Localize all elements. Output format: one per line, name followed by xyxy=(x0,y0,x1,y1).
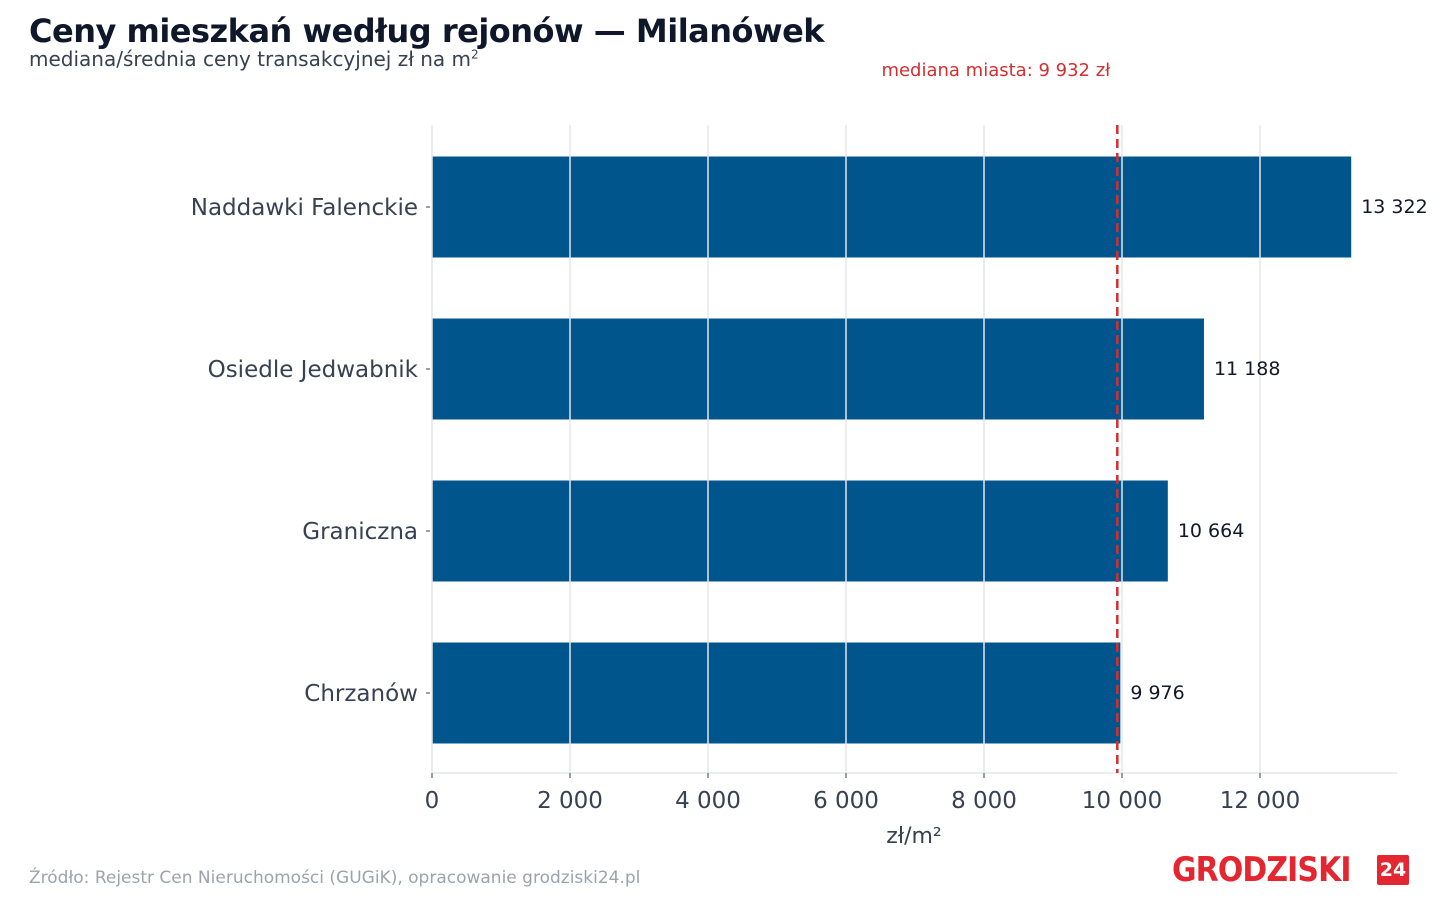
value-label: 11 188 xyxy=(1214,358,1280,380)
chart-subtitle: mediana/średnia ceny transakcyjnej zł na… xyxy=(29,47,479,71)
x-tick-label: 8 000 xyxy=(951,788,1017,814)
x-tick-label: 12 000 xyxy=(1220,788,1300,814)
subtitle-text: mediana/średnia ceny transakcyjnej zł na… xyxy=(29,47,472,71)
category-label: Osiedle Jedwabnik xyxy=(208,357,419,383)
x-tick-label: 2 000 xyxy=(537,788,603,814)
x-axis-label: zł/m² xyxy=(886,824,941,849)
brand-logo: GRODZISKI 24 xyxy=(1172,850,1409,890)
logo-badge: 24 xyxy=(1377,855,1409,885)
x-tick-label: 4 000 xyxy=(675,788,741,814)
source-note: Źródło: Rejestr Cen Nieruchomości (GUGiK… xyxy=(29,868,641,888)
subtitle-superscript: 2 xyxy=(471,47,479,62)
bar xyxy=(432,480,1168,582)
value-label: 9 976 xyxy=(1130,682,1184,704)
category-label: Chrzanów xyxy=(304,681,418,707)
category-label: Naddawki Falenckie xyxy=(191,195,418,221)
category-label: Graniczna xyxy=(302,519,418,545)
value-label: 13 322 xyxy=(1361,196,1427,218)
x-tick-label: 6 000 xyxy=(813,788,879,814)
x-tick-label: 0 xyxy=(425,788,440,814)
bar xyxy=(432,642,1121,744)
median-reference-label: mediana miasta: 9 932 zł xyxy=(881,60,1111,81)
bar xyxy=(432,156,1352,258)
x-tick-label: 10 000 xyxy=(1082,788,1162,814)
chart-title: Ceny mieszkań według rejonów — Milanówek xyxy=(29,12,825,50)
logo-text: GRODZISKI xyxy=(1172,850,1352,890)
value-label: 10 664 xyxy=(1178,520,1244,542)
bar xyxy=(432,318,1204,420)
